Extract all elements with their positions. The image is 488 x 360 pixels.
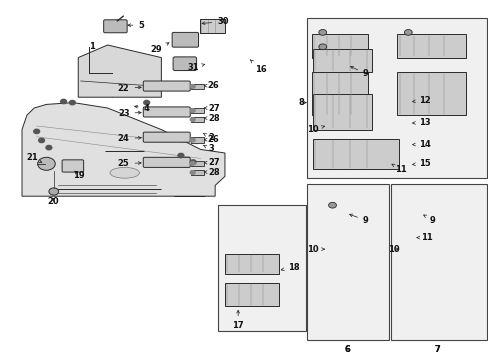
Text: 19: 19 [73,171,85,180]
Text: 26: 26 [204,135,219,144]
Text: 23: 23 [118,109,141,118]
Text: 14: 14 [412,140,429,149]
Polygon shape [78,45,161,97]
Circle shape [46,145,52,150]
Circle shape [190,118,195,121]
Circle shape [190,138,195,142]
Text: 9: 9 [423,215,435,225]
Text: 15: 15 [412,159,429,168]
Text: 29: 29 [150,43,168,54]
Circle shape [318,44,326,50]
Text: 12: 12 [412,96,429,105]
Circle shape [39,138,44,143]
Bar [224,283,278,306]
Bar [306,18,486,178]
Text: 9: 9 [350,66,368,78]
Circle shape [404,30,411,35]
Circle shape [61,99,66,104]
Bar [311,34,367,58]
Bar [190,170,204,175]
Text: 11: 11 [391,164,406,174]
Text: 2: 2 [203,133,214,143]
Text: 25: 25 [118,159,141,168]
Text: 27: 27 [204,158,219,167]
Text: 5: 5 [127,21,144,30]
Bar [306,184,388,340]
Text: 21: 21 [26,153,41,162]
Text: 10: 10 [306,125,324,134]
Bar [224,254,278,274]
Text: 13: 13 [412,118,429,127]
Text: 4: 4 [134,104,149,113]
Ellipse shape [110,167,139,178]
Bar [390,184,486,340]
FancyBboxPatch shape [173,57,196,71]
Bar [312,94,371,130]
Bar [217,205,305,331]
Circle shape [190,171,195,174]
FancyBboxPatch shape [172,32,198,47]
Circle shape [34,129,40,134]
Text: 6: 6 [344,345,349,354]
Text: 26: 26 [204,81,219,90]
Text: 7: 7 [434,345,440,354]
Text: 16: 16 [250,60,266,74]
Circle shape [49,188,59,195]
Circle shape [190,160,196,164]
Bar [190,137,204,143]
Text: 28: 28 [204,168,219,177]
FancyBboxPatch shape [143,157,190,167]
FancyBboxPatch shape [103,20,127,33]
Text: 20: 20 [47,197,59,206]
Text: 11: 11 [416,233,431,242]
Circle shape [328,202,336,208]
Text: 18: 18 [281,263,299,272]
Text: 22: 22 [118,84,141,93]
Circle shape [190,162,195,165]
Text: 7: 7 [434,345,440,354]
Text: 1: 1 [89,42,95,51]
Bar [311,72,367,115]
Text: 31: 31 [187,63,204,72]
Circle shape [190,109,195,112]
Text: 28: 28 [204,114,219,122]
Bar [312,139,398,169]
Bar [396,34,465,58]
FancyBboxPatch shape [143,107,190,117]
Text: 6: 6 [344,345,349,354]
Circle shape [38,157,55,170]
Bar [312,49,371,72]
FancyBboxPatch shape [143,81,190,91]
Bar [199,19,224,33]
Circle shape [318,30,326,35]
Bar [396,72,465,115]
Circle shape [190,85,195,88]
Circle shape [143,100,149,105]
Circle shape [178,153,183,158]
Text: 3: 3 [203,144,214,153]
FancyBboxPatch shape [62,160,83,172]
Circle shape [69,100,75,105]
FancyBboxPatch shape [143,132,190,142]
Text: 17: 17 [232,310,244,330]
Text: 9: 9 [349,214,368,225]
Bar [190,84,204,89]
Text: 10: 10 [387,245,399,253]
Bar [190,161,204,166]
Text: 24: 24 [118,134,141,143]
Text: 30: 30 [202,17,228,26]
Bar [190,108,204,113]
Text: 27: 27 [204,104,219,113]
Text: 8: 8 [298,98,305,107]
Text: 10: 10 [306,245,324,253]
Polygon shape [22,103,224,196]
Bar [190,117,204,122]
